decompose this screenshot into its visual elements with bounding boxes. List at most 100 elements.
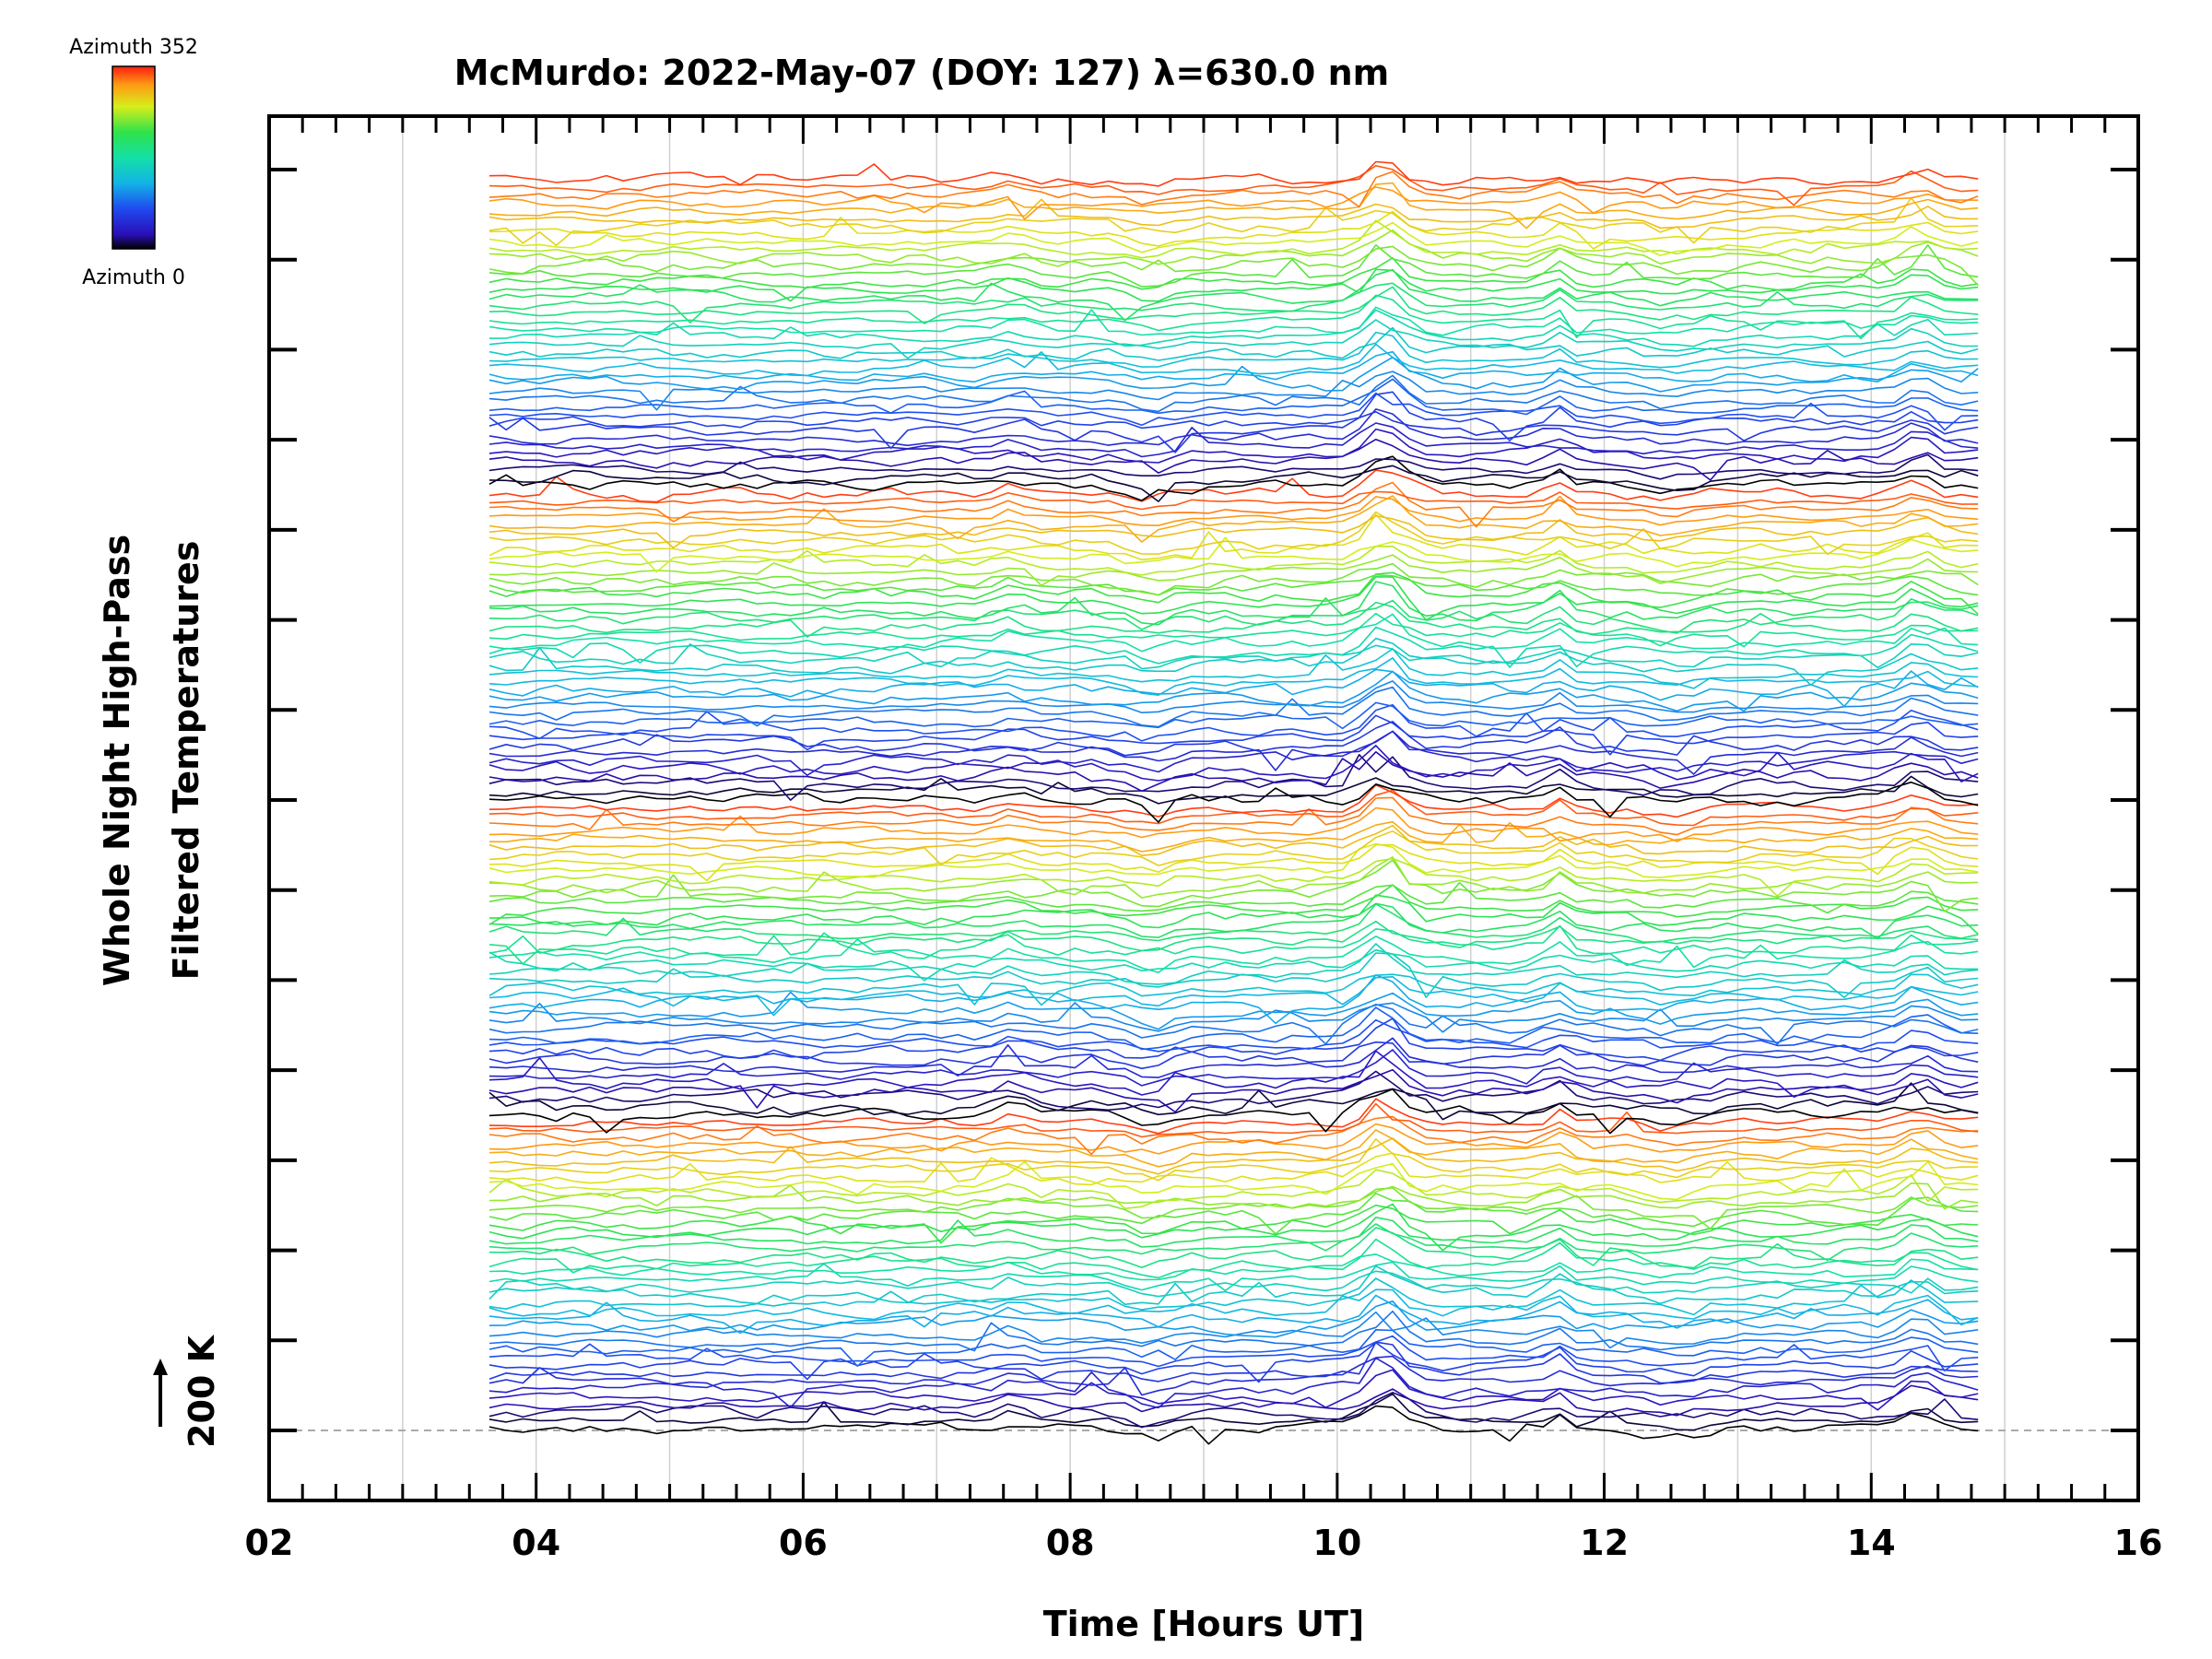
series-line: [488, 513, 1979, 561]
series-line: [488, 1405, 1979, 1445]
x-tick-label: 08: [1046, 1523, 1095, 1563]
series-line: [488, 781, 1979, 823]
series-line: [488, 1384, 1979, 1417]
series-line: [488, 1203, 1979, 1252]
series-line: [488, 481, 1979, 528]
series-line: [488, 286, 1979, 324]
series-line: [488, 686, 1979, 728]
series-line: [488, 1138, 1979, 1182]
series-line: [488, 601, 1979, 638]
series-line: [488, 1253, 1979, 1281]
series-line: [488, 268, 1979, 322]
series-line: [488, 973, 1979, 1006]
series-line: [488, 745, 1979, 782]
series-line: [488, 309, 1979, 347]
x-tick-label: 16: [2114, 1523, 2163, 1563]
series-line: [488, 219, 1979, 259]
series-line: [488, 1342, 1979, 1383]
series-line: [488, 991, 1979, 1030]
series-line: [488, 514, 1979, 549]
series-line: [488, 1068, 1979, 1113]
scale-label: 200 K: [182, 1334, 222, 1448]
series-line: [488, 410, 1979, 453]
axis-ticks: [267, 116, 2140, 1500]
series-line: [488, 668, 1979, 708]
series-line: [488, 581, 1979, 626]
series-line: [488, 391, 1979, 441]
series-line: [488, 554, 1979, 587]
series-line: [488, 948, 1979, 982]
series-line: [488, 1204, 1979, 1244]
series-line: [488, 245, 1979, 287]
scale-arrow-head: [153, 1359, 168, 1375]
series-line: [488, 198, 1979, 229]
series-line: [488, 465, 1979, 502]
series-line: [488, 455, 1979, 501]
x-tick-label: 06: [779, 1523, 828, 1563]
series-line: [488, 1102, 1979, 1138]
y-axis-title-line1: Whole Night High-Pass: [97, 535, 137, 986]
series-line: [488, 165, 1979, 206]
series-line: [488, 1082, 1979, 1121]
series-line: [488, 1003, 1979, 1045]
series-line: [488, 714, 1979, 756]
series-line: [488, 511, 1979, 556]
series-line: [488, 1357, 1979, 1409]
series-line: [488, 1310, 1979, 1352]
series-line: [488, 974, 1979, 1025]
series-line: [488, 256, 1979, 291]
series-line: [488, 598, 1979, 634]
series-line: [488, 197, 1979, 247]
series-line: [488, 350, 1979, 383]
series-line: [488, 935, 1979, 973]
series-line: [488, 924, 1979, 959]
series-line: [488, 408, 1979, 447]
series-line: [488, 842, 1979, 879]
series-line: [488, 943, 1979, 985]
series-line: [488, 1070, 1979, 1112]
series-line: [488, 730, 1979, 777]
series-line: [488, 830, 1979, 866]
series-line: [488, 657, 1979, 697]
series-line: [488, 894, 1979, 935]
series-line: [488, 343, 1979, 377]
series-line: [488, 562, 1979, 596]
series-line: [488, 1193, 1979, 1235]
series-line: [488, 701, 1979, 730]
series-line: [488, 1152, 1979, 1186]
chart-title: McMurdo: 2022-May-07 (DOY: 127) λ=630.0 …: [454, 53, 1390, 93]
series-line: [488, 1182, 1979, 1210]
series-line: [488, 1049, 1979, 1087]
series-line: [488, 545, 1979, 576]
series-line: [488, 680, 1979, 714]
series-line: [488, 1223, 1979, 1262]
series-line: [488, 1018, 1979, 1053]
series-line: [488, 243, 1979, 288]
series-line: [488, 160, 1979, 187]
series-line: [488, 306, 1979, 336]
x-tick-label: 04: [512, 1523, 560, 1563]
series-line: [488, 612, 1979, 648]
series-line: [488, 730, 1979, 775]
y-axis-title-line2: Filtered Temperatures: [166, 541, 206, 981]
series-line: [488, 378, 1979, 416]
x-tick-label: 02: [245, 1523, 294, 1563]
series-line: [488, 294, 1979, 340]
series-line: [488, 1329, 1979, 1367]
series-line: [488, 642, 1979, 670]
data-series: [488, 160, 1979, 1445]
series-line: [488, 1098, 1979, 1135]
series-line: [488, 1050, 1979, 1099]
series-line: [488, 1018, 1979, 1062]
series-line: [488, 1227, 1979, 1269]
series-line: [488, 648, 1979, 689]
series-line: [488, 796, 1979, 836]
series-line: [488, 884, 1979, 925]
series-line: [488, 1294, 1979, 1335]
series-line: [488, 1137, 1979, 1175]
colorbar-bottom-label: Azimuth 0: [82, 266, 185, 289]
series-line: [488, 824, 1979, 857]
series-line: [488, 1392, 1979, 1429]
series-line: [488, 1238, 1979, 1279]
series-line: [488, 575, 1979, 621]
